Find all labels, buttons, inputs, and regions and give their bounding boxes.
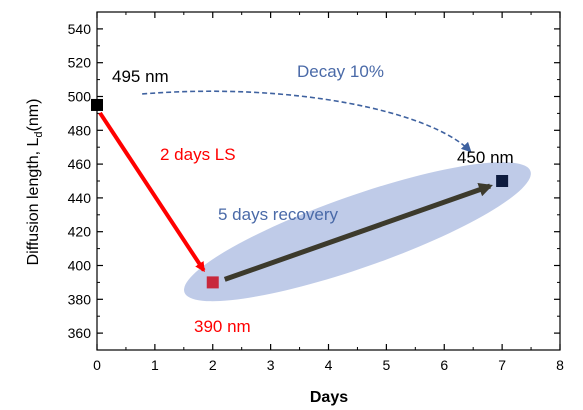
y-tick-label: 420 — [68, 224, 92, 240]
x-tick-label: 0 — [93, 357, 101, 373]
decay-arrow — [142, 90, 472, 153]
x-tick-label: 6 — [440, 357, 448, 373]
y-tick-label: 360 — [68, 325, 92, 341]
light-soaking-label: 2 days LS — [160, 145, 236, 164]
y-tick-label: 380 — [68, 291, 92, 307]
x-axis: 0 1 2 3 4 5 6 7 8 — [93, 12, 564, 373]
data-point-2 — [496, 175, 509, 187]
x-tick-label: 7 — [498, 357, 506, 373]
x-tick-label: 2 — [209, 357, 217, 373]
initial-value-label: 495 nm — [112, 67, 169, 86]
y-tick-label: 460 — [68, 156, 92, 172]
arrow-layer — [98, 90, 493, 282]
recovered-value-label: 450 nm — [457, 148, 514, 167]
y-tick-label: 500 — [68, 89, 92, 105]
y-tick-label: 400 — [68, 258, 92, 274]
light-soaking-arrow — [98, 111, 206, 273]
ls-value-label: 390 nm — [194, 317, 251, 336]
x-tick-label: 8 — [556, 357, 564, 373]
x-tick-label: 5 — [382, 357, 390, 373]
y-tick-label: 520 — [68, 55, 92, 71]
recovery-arrow — [223, 183, 493, 282]
y-axis-title-subscript: d — [33, 131, 45, 137]
data-points — [91, 98, 509, 289]
x-axis-title: Days — [310, 389, 348, 406]
x-tick-label: 4 — [325, 357, 333, 373]
y-axis-title-main: Diffusion length, L — [25, 138, 42, 266]
y-axis-title: Diffusion length, Ld(nm) — [25, 99, 45, 266]
data-point-0 — [91, 98, 103, 111]
y-tick-label: 540 — [68, 21, 92, 37]
x-tick-label: 3 — [267, 357, 275, 373]
x-tick-label: 1 — [151, 357, 159, 373]
decay-label: Decay 10% — [297, 62, 384, 81]
recovery-label: 5 days recovery — [218, 205, 338, 224]
data-point-1 — [206, 276, 219, 289]
y-tick-label: 480 — [68, 122, 92, 138]
y-tick-label: 440 — [68, 190, 92, 206]
y-axis: 360 380 400 420 440 460 480 500 520 540 — [68, 21, 560, 341]
y-axis-title-unit: (nm) — [25, 99, 42, 132]
